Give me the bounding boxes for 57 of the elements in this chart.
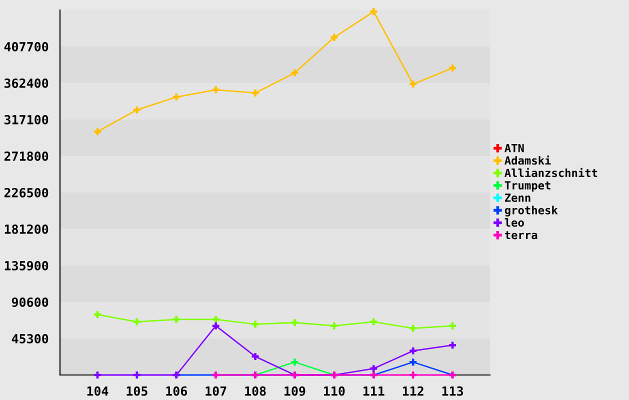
point [410,324,417,332]
legend-label: terra [504,231,538,240]
point [449,342,456,349]
legend-label: Adamski [504,155,551,165]
point [410,372,417,378]
y-tick-label: 271800 [4,151,48,161]
point [252,90,259,96]
legend-label: leo [504,218,524,227]
y-tick-label: 45300 [12,334,48,344]
point [212,86,220,94]
x-tick-label: 108 [245,386,266,396]
y-tick-label: 362400 [4,78,48,88]
point [410,347,417,354]
point [133,318,140,326]
legend-label: Zenn [504,194,530,202]
x-tick-label: 111 [363,386,384,396]
point [330,322,338,330]
legend-label: Trumpet [504,181,550,192]
point [94,311,101,318]
y-tick-label: 317100 [4,114,48,124]
y-tick-label: 226500 [4,188,48,198]
x-tick-label: 110 [324,386,345,396]
legend-label: ATN [504,144,524,152]
point [94,372,101,378]
x-tick-label: 109 [284,386,306,396]
point [133,106,140,114]
point [330,34,338,41]
point [370,8,378,16]
x-tick-label: 112 [402,386,424,396]
x-tick-label: 113 [442,386,463,396]
point [212,316,220,323]
point [133,372,140,378]
point [291,69,298,76]
point [94,128,101,136]
point [410,358,417,366]
x-tick-label: 107 [206,386,226,396]
legend-label: Allianzschnitt [504,168,598,178]
y-tick-label: 135900 [4,260,48,270]
point [370,318,378,326]
point [291,319,298,326]
x-tick-label: 106 [166,386,187,396]
y-tick-label: 181200 [4,224,48,234]
y-tick-label: 90600 [12,297,48,307]
point [252,352,259,360]
point [212,322,220,330]
point [291,358,298,366]
point [410,80,417,88]
point [252,320,259,328]
point [449,64,456,72]
point [172,94,180,100]
x-tick-label: 105 [126,386,148,396]
legend-label: grothesk [504,206,558,216]
point [370,365,378,372]
x-tick-label: 104 [87,386,108,396]
point [172,316,180,323]
y-tick-label: 407700 [4,42,48,52]
point [449,322,456,330]
